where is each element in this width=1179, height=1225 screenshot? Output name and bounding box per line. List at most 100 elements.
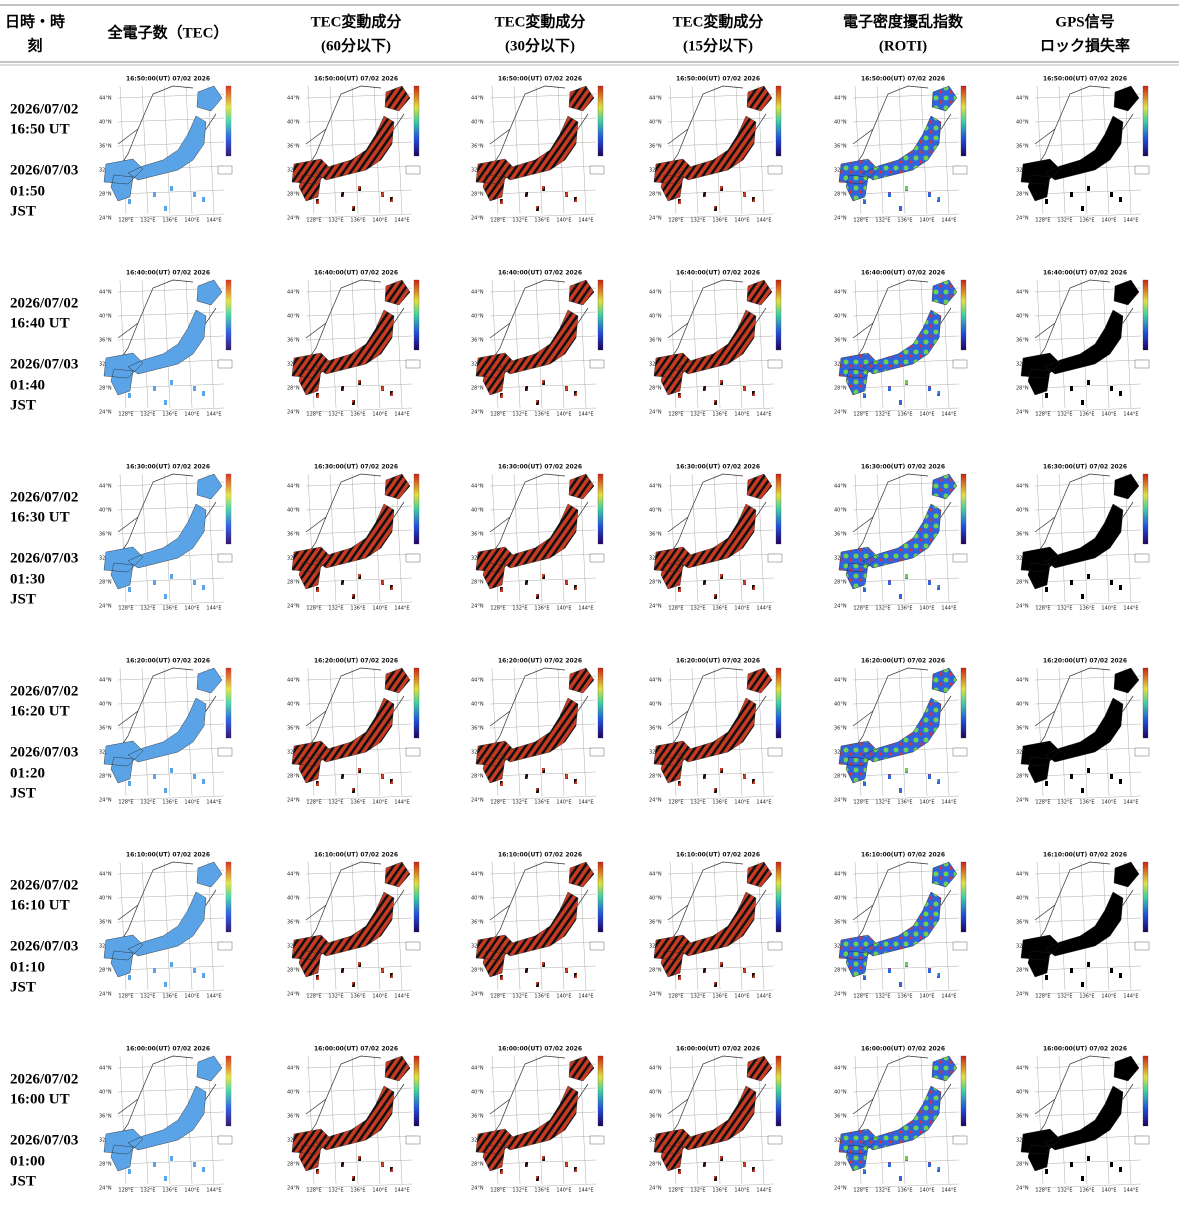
map-grid [513, 473, 521, 603]
map-lat-label: 44°N [471, 484, 484, 490]
land-area [103, 85, 223, 202]
map-grid [667, 1159, 775, 1165]
map-lon-label: 136°E [1079, 606, 1094, 612]
map-lon-label: 140°E [372, 606, 387, 612]
map-lon-label: 132°E [875, 800, 890, 806]
map-grid [329, 279, 337, 409]
map-lon-label: 140°E [372, 1188, 387, 1194]
island [525, 1162, 528, 1167]
map-title: 16:10:00(UT) 07/02 2026 [1043, 852, 1127, 859]
island [888, 580, 891, 585]
island [525, 386, 528, 391]
map-lon-label: 132°E [512, 1188, 527, 1194]
map-lat-label: 28°N [99, 386, 112, 392]
map-lat-label: 28°N [834, 968, 847, 974]
map-grid [489, 795, 597, 801]
island [202, 585, 205, 590]
island [1045, 393, 1048, 398]
column-header: (60分以下) [321, 37, 391, 54]
row-label: 16:30 UT [10, 509, 70, 525]
row-label: 2026/07/03 [10, 744, 78, 760]
map-lon-label: 132°E [328, 994, 343, 1000]
map-lat-label: 24°N [99, 410, 112, 416]
map-grid [1034, 771, 1142, 777]
map-lon-label: 128°E [118, 994, 133, 1000]
map-lat-label: 36°N [1016, 532, 1029, 538]
map-lon-label: 144°E [1123, 1188, 1138, 1194]
island [316, 781, 319, 786]
island [863, 199, 866, 204]
land-area [838, 279, 958, 396]
map-lat-label: 28°N [1016, 968, 1029, 974]
colorbar [226, 86, 231, 156]
map: 16:20:00(UT) 07/02 202644°N40°N36°N32°N2… [470, 656, 610, 816]
row-label: 2026/07/03 [10, 550, 78, 566]
map-grid [305, 917, 413, 923]
map-lon-label: 144°E [206, 606, 221, 612]
colorbar [1142, 279, 1149, 351]
colorbar [960, 85, 967, 157]
map-lon-label: 128°E [668, 218, 683, 224]
map-grid [1080, 1055, 1088, 1185]
map-lat-label: 44°N [649, 290, 662, 296]
map-grid [898, 85, 906, 215]
row-label: 01:10 [10, 959, 45, 975]
island [164, 206, 167, 211]
map-grid [667, 189, 775, 195]
map-lon-label: 136°E [897, 412, 912, 418]
legend-box [589, 165, 605, 175]
map-grid [1080, 85, 1088, 215]
row-label: 2026/07/02 [10, 101, 78, 117]
land-area [475, 85, 595, 202]
island [863, 975, 866, 980]
map: 16:30:00(UT) 07/02 202644°N40°N36°N32°N2… [98, 462, 238, 622]
map: 16:20:00(UT) 07/02 202644°N40°N36°N32°N2… [98, 656, 238, 816]
map-lon-label: 132°E [512, 800, 527, 806]
row-label: JST [10, 785, 36, 801]
row-label: 16:10 UT [10, 897, 70, 913]
map-lon-label: 140°E [919, 800, 934, 806]
map-lon-label: 140°E [1101, 606, 1116, 612]
map-grid [713, 473, 721, 603]
map-grid [1034, 1159, 1142, 1165]
map-title: 16:30:00(UT) 07/02 2026 [861, 464, 945, 471]
map-lat-label: 40°N [1016, 508, 1029, 514]
map-lat-label: 36°N [471, 920, 484, 926]
map-lat-label: 24°N [99, 1186, 112, 1192]
map-lon-label: 128°E [668, 994, 683, 1000]
map-grid [1034, 965, 1142, 971]
island [937, 585, 940, 590]
colorbar [1142, 473, 1149, 545]
map-lon-label: 136°E [162, 1188, 177, 1194]
map-lon-label: 144°E [756, 412, 771, 418]
island [193, 774, 196, 779]
map-grid [117, 311, 225, 317]
map-lat-label: 24°N [1016, 604, 1029, 610]
map-grid [513, 1055, 521, 1185]
map-lon-label: 136°E [1079, 218, 1094, 224]
map-lat-label: 40°N [471, 702, 484, 708]
map-lon-label: 136°E [350, 800, 365, 806]
map-grid [898, 279, 906, 409]
legend-box [217, 553, 233, 563]
map-lon-label: 128°E [668, 1188, 683, 1194]
island [888, 968, 891, 973]
map-lat-label: 24°N [471, 216, 484, 222]
map: 16:00:00(UT) 07/02 202644°N40°N36°N32°N2… [286, 1044, 426, 1204]
map-lat-label: 28°N [287, 774, 300, 780]
colorbar [1142, 1055, 1149, 1127]
map-lon-label: 132°E [875, 994, 890, 1000]
map-grid [1034, 335, 1142, 341]
map-grid [305, 795, 413, 801]
map-title: 16:30:00(UT) 07/02 2026 [1043, 464, 1127, 471]
map-lon-label: 140°E [184, 218, 199, 224]
map-lon-label: 140°E [184, 606, 199, 612]
map-lat-label: 24°N [471, 1186, 484, 1192]
island [352, 400, 355, 405]
island [703, 774, 706, 779]
map-title: 16:00:00(UT) 07/02 2026 [861, 1046, 945, 1053]
map-lat-label: 40°N [471, 314, 484, 320]
map: 16:40:00(UT) 07/02 202644°N40°N36°N32°N2… [286, 268, 426, 428]
map-lat-label: 24°N [287, 410, 300, 416]
map-grid [305, 989, 413, 995]
